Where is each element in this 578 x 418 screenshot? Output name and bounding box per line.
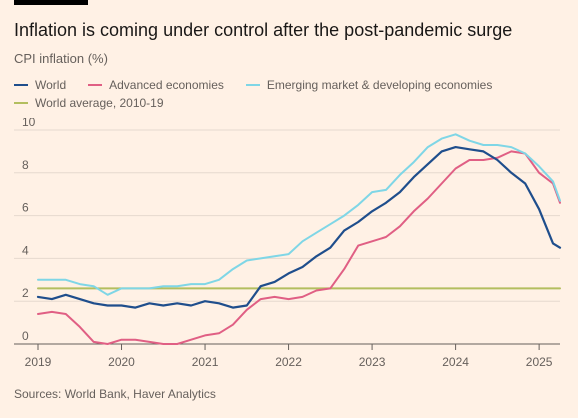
x-tick-label: 2023 [359, 355, 386, 369]
y-tick-label: 2 [22, 286, 29, 300]
legend-swatch-emerging [245, 84, 260, 86]
series-line-world [36, 146, 562, 309]
x-tick-label: 2022 [275, 355, 302, 369]
legend-label-emerging: Emerging market & developing economies [266, 78, 493, 92]
legend-label-average: World average, 2010-19 [35, 96, 164, 110]
line-chart: 0 2 4 6 8 10 2019 2020 2021 2022 2023 2024 2025 [14, 118, 562, 369]
chart-subtitle: CPI inflation (%) [14, 51, 108, 66]
y-tick-label: 0 [22, 329, 29, 343]
chart-title: Inflation is coming under control after … [14, 20, 513, 40]
legend-label-world: World [35, 78, 67, 92]
legend-row: World Advanced economies Emerging market… [14, 76, 574, 94]
legend-swatch-average [14, 102, 28, 104]
ft-top-bar [14, 0, 88, 5]
x-tick-label: 2020 [108, 355, 135, 369]
legend-item-world: World [14, 78, 66, 92]
y-tick-label: 10 [22, 118, 36, 129]
legend-row: World average, 2010-19 [14, 94, 574, 112]
series-line-advanced-economies [37, 150, 561, 345]
source-note: Sources: World Bank, Haver Analytics [14, 387, 216, 401]
y-tick-label: 8 [22, 158, 29, 172]
y-tick-label: 6 [22, 201, 29, 215]
x-tick-label: 2025 [526, 355, 553, 369]
y-tick-label: 4 [22, 243, 29, 257]
legend-item-advanced: Advanced economies [88, 78, 224, 92]
legend-swatch-world [14, 84, 28, 86]
legend-label-advanced: Advanced economies [109, 78, 224, 92]
x-tick-label: 2019 [25, 355, 52, 369]
legend-item-emerging: Emerging market & developing economies [245, 78, 493, 92]
x-tick-label: 2024 [442, 355, 469, 369]
chart-legend: World Advanced economies Emerging market… [14, 76, 574, 112]
legend-item-average: World average, 2010-19 [14, 96, 164, 110]
x-tick-label: 2021 [192, 355, 219, 369]
series-line-emerging-market-developing-economies [37, 133, 561, 296]
legend-swatch-advanced [88, 84, 103, 86]
